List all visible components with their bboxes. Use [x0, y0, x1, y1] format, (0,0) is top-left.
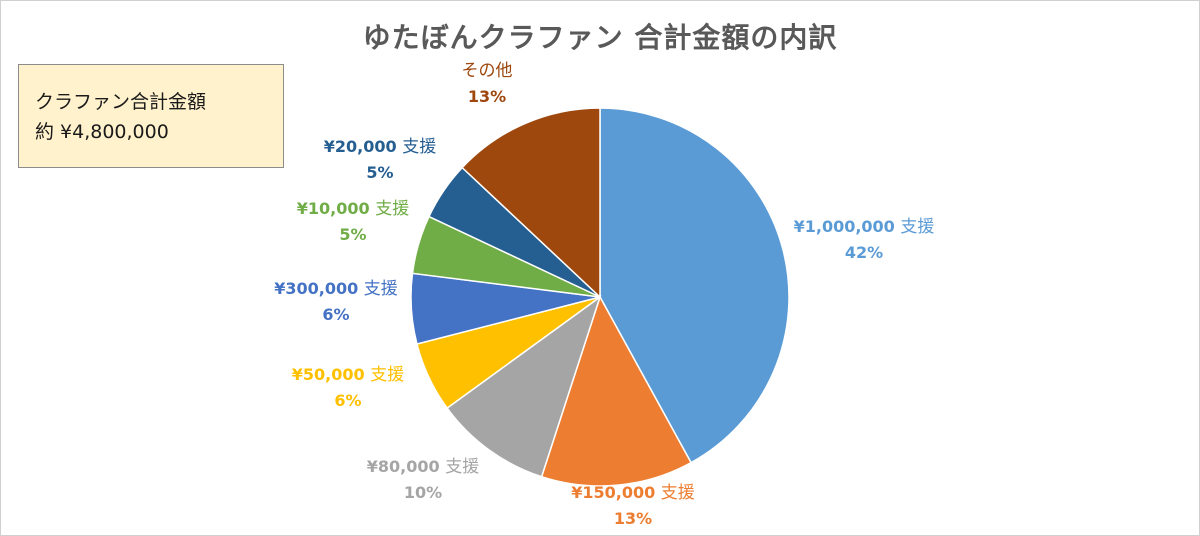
slice-label: ¥20,000 支援 [324, 137, 436, 157]
slice-suffix: 支援 [370, 365, 404, 385]
slice-label: ¥10,000 支援 [297, 199, 409, 219]
slice-percent: 42% [845, 243, 883, 262]
slice-suffix: 支援 [375, 199, 409, 219]
slice-label: その他 [462, 61, 513, 81]
total-amount-note: クラファン合計金額 約 ¥4,800,000 [18, 64, 284, 168]
slice-suffix: その他 [462, 61, 513, 81]
slice-percent: 6% [334, 391, 361, 410]
slice-suffix: 支援 [364, 279, 398, 299]
slice-label: ¥50,000 支援 [292, 365, 404, 385]
total-amount-value: 約 ¥4,800,000 [35, 121, 169, 143]
slice-percent: 5% [366, 163, 393, 182]
slice-amount: ¥150,000 [571, 483, 661, 502]
slice-percent: 6% [322, 305, 349, 324]
pie-slice [599, 107, 790, 464]
slice-amount: ¥300,000 [274, 279, 364, 298]
slice-label: ¥300,000 支援 [274, 279, 398, 299]
pie-slice [540, 295, 693, 487]
slice-suffix: 支援 [900, 217, 934, 237]
slice-percent: 10% [404, 483, 442, 502]
slice-label: ¥150,000 支援 [571, 483, 695, 503]
chart-title: ゆたぼんクラファン 合計金額の内訳 [362, 21, 838, 54]
total-amount-label: クラファン合計金額 [35, 91, 207, 113]
slice-suffix: 支援 [445, 457, 479, 477]
pie-slice [461, 107, 601, 299]
slice-percent: 13% [614, 509, 652, 528]
slice-percent: 5% [339, 225, 366, 244]
slice-amount: ¥80,000 [367, 457, 445, 476]
slice-label: ¥80,000 支援 [367, 457, 479, 477]
slice-percent: 13% [468, 87, 506, 106]
slice-suffix: 支援 [661, 483, 695, 503]
slice-suffix: 支援 [402, 137, 436, 157]
slice-amount: ¥10,000 [297, 199, 375, 218]
pie-slice [446, 295, 602, 478]
slice-amount: ¥20,000 [324, 137, 402, 156]
slice-label: ¥1,000,000 支援 [794, 217, 935, 237]
slice-amount: ¥50,000 [292, 365, 370, 384]
slice-amount: ¥1,000,000 [794, 217, 901, 236]
